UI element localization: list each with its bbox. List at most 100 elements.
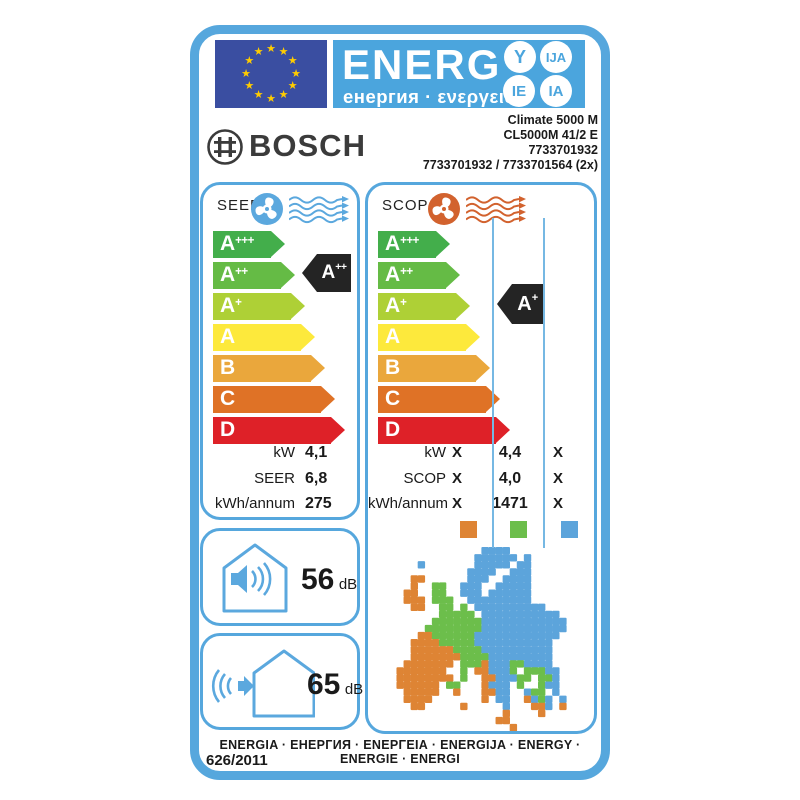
model-line: 7733701932 / 7733701564 (2x) bbox=[422, 158, 598, 172]
cooling-fan-icon bbox=[249, 191, 285, 227]
seer-value-row: kWh/annum 275 bbox=[203, 495, 357, 515]
eu-star-icon: ★ bbox=[241, 67, 251, 80]
outdoor-noise-house-icon bbox=[209, 647, 315, 719]
seer-scale: A+++ A++ A+ A B C D bbox=[213, 231, 345, 448]
scale-arrow-A: A bbox=[378, 324, 480, 351]
heating-fan-icon bbox=[426, 191, 462, 227]
value-number: X bbox=[451, 469, 462, 487]
regulation-number: 626/2011 bbox=[206, 752, 268, 769]
language-badge: IE bbox=[503, 75, 535, 107]
model-line: CL5000M 41/2 E bbox=[503, 128, 599, 142]
scop-value-row: SCOP X 4,0 X bbox=[368, 470, 594, 490]
value-number: X bbox=[552, 469, 563, 487]
eu-star-icon: ★ bbox=[266, 92, 276, 105]
scale-arrow-D: D bbox=[378, 417, 510, 444]
arrow-tip bbox=[301, 324, 315, 350]
scop-scale: A+++ A++ A+ A B C D bbox=[378, 231, 510, 448]
zone-square-average-zone bbox=[510, 521, 527, 538]
eu-star-icon: ★ bbox=[244, 55, 255, 67]
indoor-noise-house-icon bbox=[221, 542, 289, 614]
value-label: kWh/annum bbox=[368, 495, 449, 512]
indoor-noise-section: 56 dB bbox=[200, 528, 360, 626]
language-badge: Y bbox=[504, 41, 536, 73]
value-number: 4,0 bbox=[498, 469, 522, 487]
scale-arrow-A+++: A+++ bbox=[378, 231, 450, 258]
scale-arrow-A+++: A+++ bbox=[213, 231, 285, 258]
column-divider bbox=[543, 218, 545, 548]
indoor-noise-value: 56 bbox=[301, 563, 335, 596]
value-label: kW bbox=[424, 444, 446, 461]
brand-name: BOSCH bbox=[249, 128, 366, 163]
scale-arrow-A+: A+ bbox=[213, 293, 305, 320]
cool-airflow-waves-icon bbox=[289, 196, 355, 224]
arrow-tip bbox=[291, 293, 305, 319]
energ-header-panel: ENERG енергия · ενεργεια Y IJA IE IA bbox=[333, 40, 585, 108]
scop-title: SCOP bbox=[382, 197, 429, 214]
eu-star-icon: ★ bbox=[278, 45, 289, 58]
scop-value-row: kW X 4,4 X bbox=[368, 444, 594, 464]
arrow-tip bbox=[311, 355, 325, 381]
arrow-tip bbox=[331, 417, 345, 443]
value-label: kWh/annum bbox=[214, 495, 295, 512]
seer-section: SEER A+++ A++ A+ A B C D A ++ kW 4,1 SEER 6,8 kWh/a… bbox=[200, 182, 360, 520]
value-number: X bbox=[451, 495, 462, 512]
model-info: Climate 5000 M CL5000M 41/2 E 7733701932 77… bbox=[423, 113, 598, 173]
scale-arrow-A: A bbox=[213, 324, 315, 351]
outdoor-noise-section: 65 dB bbox=[200, 633, 364, 730]
scale-arrow-D: D bbox=[213, 417, 345, 444]
eu-star-icon: ★ bbox=[253, 45, 264, 58]
language-badge: IJA bbox=[540, 41, 572, 73]
arrow-tip bbox=[446, 262, 460, 288]
column-divider bbox=[492, 218, 494, 548]
eu-star-icon: ★ bbox=[287, 80, 298, 92]
scale-arrow-A++: A++ bbox=[378, 262, 460, 289]
scale-arrow-A++: A++ bbox=[213, 262, 295, 289]
eu-flag-icon: ★ ★ ★ ★ ★ ★ ★ ★ ★ ★ ★ ★ bbox=[215, 40, 327, 108]
seer-rating-arrow: A ++ bbox=[302, 254, 351, 292]
value-number: 275 bbox=[305, 495, 332, 512]
model-line: Climate 5000 M bbox=[507, 113, 598, 127]
value-number: X bbox=[552, 444, 563, 461]
zone-square-warmer-zone bbox=[460, 521, 477, 538]
zone-square-colder-zone bbox=[561, 521, 578, 538]
value-label: SCOP bbox=[403, 469, 446, 487]
arrow-tip bbox=[456, 293, 470, 319]
eu-star-icon: ★ bbox=[253, 89, 264, 102]
warm-airflow-waves-icon bbox=[466, 196, 532, 224]
scale-arrow-B: B bbox=[378, 355, 490, 382]
energ-subtitle: енергия · ενεργεια bbox=[343, 86, 517, 107]
language-badge: IA bbox=[540, 75, 572, 107]
model-line: 7733701932 bbox=[528, 143, 598, 157]
value-label: SEER bbox=[254, 469, 295, 487]
eu-star-icon: ★ bbox=[244, 80, 255, 92]
value-number: X bbox=[451, 444, 462, 461]
value-number: 6,8 bbox=[305, 469, 328, 487]
scale-arrow-B: B bbox=[213, 355, 325, 382]
bosch-logo-icon bbox=[206, 128, 244, 166]
arrow-tip bbox=[496, 417, 510, 443]
arrow-tip bbox=[466, 324, 480, 350]
arrow-tip bbox=[271, 231, 285, 257]
eu-star-icon: ★ bbox=[278, 89, 289, 102]
europe-climate-map bbox=[396, 547, 588, 731]
value-number: 4,4 bbox=[498, 444, 522, 461]
scop-value-row: kWh/annum X 1471 X bbox=[368, 495, 594, 515]
scale-arrow-C: C bbox=[378, 386, 500, 413]
seer-value-row: kW 4,1 bbox=[203, 444, 357, 464]
eu-star-icon: ★ bbox=[287, 55, 298, 67]
seer-value-row: SEER 6,8 bbox=[203, 470, 357, 490]
outdoor-noise-unit: dB bbox=[344, 681, 364, 698]
arrow-tip bbox=[321, 386, 335, 412]
arrow-tip bbox=[281, 262, 295, 288]
energ-word: ENERG bbox=[342, 41, 502, 88]
value-number: X bbox=[552, 495, 563, 512]
eu-star-icon: ★ bbox=[291, 67, 301, 80]
scale-arrow-C: C bbox=[213, 386, 335, 413]
energy-languages-line: ENERGIA · ЕНЕРГИЯ · ΕΝΕΡΓΕΙΑ · ENERGIJA … bbox=[219, 738, 581, 766]
eu-star-icon: ★ bbox=[266, 42, 276, 55]
outdoor-noise-value: 65 bbox=[307, 668, 341, 701]
arrow-tip bbox=[436, 231, 450, 257]
value-number: 1471 bbox=[492, 495, 528, 512]
